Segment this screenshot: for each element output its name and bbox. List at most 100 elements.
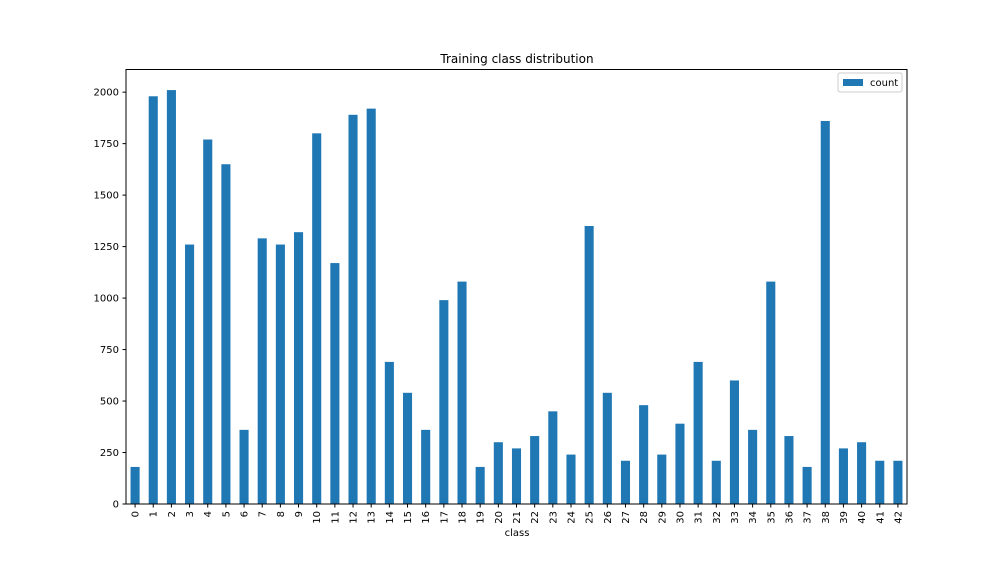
x-tick-label: 28 <box>639 511 650 524</box>
x-tick-label: 19 <box>476 511 487 524</box>
bar-class-13 <box>366 108 376 504</box>
bar-class-35 <box>766 281 776 504</box>
bar-class-28 <box>639 405 649 504</box>
y-tick-label: 750 <box>100 345 119 356</box>
x-tick-label: 39 <box>839 511 850 524</box>
bar-class-11 <box>330 263 340 504</box>
bar-class-24 <box>566 454 576 504</box>
bar-class-36 <box>784 436 794 504</box>
y-tick-label: 2000 <box>94 88 119 99</box>
bar-class-26 <box>602 392 612 504</box>
x-tick-label: 16 <box>421 511 432 524</box>
y-tick-label: 1750 <box>94 139 119 150</box>
x-tick-label: 26 <box>603 511 614 524</box>
bar-class-7 <box>257 238 267 504</box>
y-tick-label: 250 <box>100 448 119 459</box>
bar-class-21 <box>511 448 522 504</box>
legend: count <box>837 72 903 93</box>
bar-class-31 <box>693 361 703 504</box>
bar-class-27 <box>620 460 631 504</box>
x-tick-label: 17 <box>439 511 450 524</box>
x-tick-label: 25 <box>585 511 596 524</box>
x-tick-label: 42 <box>893 511 904 524</box>
bar-class-33 <box>729 380 739 504</box>
bar-class-1 <box>148 96 158 504</box>
x-axis-title: class <box>505 528 530 539</box>
x-tick-label: 40 <box>857 511 868 524</box>
x-tick-label: 34 <box>748 511 759 524</box>
x-tick-label: 4 <box>203 511 214 517</box>
x-tick-label: 6 <box>240 511 251 517</box>
bar-class-10 <box>312 133 322 504</box>
bar-class-25 <box>584 226 594 504</box>
x-tick-label: 10 <box>312 511 323 524</box>
y-tick-label: 1000 <box>94 294 119 305</box>
bar-class-39 <box>838 448 848 504</box>
bar-class-19 <box>475 466 485 504</box>
x-tick-label: 9 <box>294 511 305 517</box>
x-tick-label: 20 <box>494 511 505 524</box>
x-tick-label: 22 <box>530 511 541 524</box>
bar-class-40 <box>857 442 867 504</box>
legend-label: count <box>870 78 898 89</box>
bar-class-3 <box>185 244 195 505</box>
x-tick-label: 3 <box>185 511 196 517</box>
x-tick-label: 29 <box>657 511 668 524</box>
x-tick-label: 7 <box>258 511 269 517</box>
x-tick-label: 35 <box>766 511 777 524</box>
y-axis-ticks: 0 250 500 750 1000 1250 1500 1750 2000 <box>94 88 126 511</box>
x-tick-label: 27 <box>621 511 632 524</box>
bar-class-32 <box>711 460 721 504</box>
bar-class-15 <box>402 392 413 504</box>
x-tick-label: 8 <box>276 511 287 517</box>
x-tick-label: 32 <box>712 511 723 524</box>
x-tick-label: 14 <box>385 511 396 524</box>
y-tick-label: 500 <box>100 397 119 408</box>
bar-class-14 <box>384 361 394 504</box>
chart-title: Training class distribution <box>439 52 593 66</box>
x-tick-label: 1 <box>149 511 160 517</box>
bar-class-20 <box>493 442 503 504</box>
bar-class-2 <box>166 90 176 505</box>
bar-class-38 <box>820 120 830 504</box>
x-tick-label: 31 <box>694 511 705 524</box>
y-tick-label: 1500 <box>94 191 119 202</box>
x-tick-label: 0 <box>131 511 142 517</box>
x-tick-label: 37 <box>803 511 814 524</box>
x-tick-label: 11 <box>330 511 341 524</box>
bar-class-9 <box>294 232 304 504</box>
legend-box <box>837 72 903 93</box>
bar-class-30 <box>675 423 685 504</box>
bars-layer <box>130 90 903 505</box>
x-tick-label: 21 <box>512 511 523 524</box>
x-axis-ticks: 0 1 2 3 4 5 6 7 8 9 10 11 12 13 14 15 16 17 18 19 20 21 22 23 24… <box>131 504 904 524</box>
x-tick-label: 36 <box>784 511 795 524</box>
bar-class-34 <box>748 429 758 504</box>
x-tick-label: 2 <box>167 511 178 517</box>
x-tick-label: 24 <box>566 511 577 524</box>
bar-class-0 <box>130 466 140 504</box>
x-tick-label: 13 <box>367 511 378 524</box>
bar-class-17 <box>439 300 449 504</box>
x-tick-label: 41 <box>875 511 886 524</box>
bar-class-8 <box>275 244 285 505</box>
bar-class-12 <box>348 114 358 504</box>
bar-class-22 <box>530 436 540 504</box>
x-tick-label: 12 <box>349 511 360 524</box>
bar-class-4 <box>203 139 213 504</box>
bar-class-42 <box>893 460 903 504</box>
x-tick-label: 5 <box>221 511 232 517</box>
bar-class-18 <box>457 281 467 504</box>
x-tick-label: 15 <box>403 511 414 524</box>
bar-class-23 <box>548 411 558 504</box>
x-tick-label: 18 <box>458 511 469 524</box>
x-tick-label: 38 <box>821 511 832 524</box>
x-tick-label: 23 <box>548 511 559 524</box>
bar-class-41 <box>875 460 885 504</box>
x-tick-label: 33 <box>730 511 741 524</box>
bar-class-37 <box>802 466 812 504</box>
x-tick-label: 30 <box>675 511 686 524</box>
bar-class-6 <box>239 429 249 504</box>
